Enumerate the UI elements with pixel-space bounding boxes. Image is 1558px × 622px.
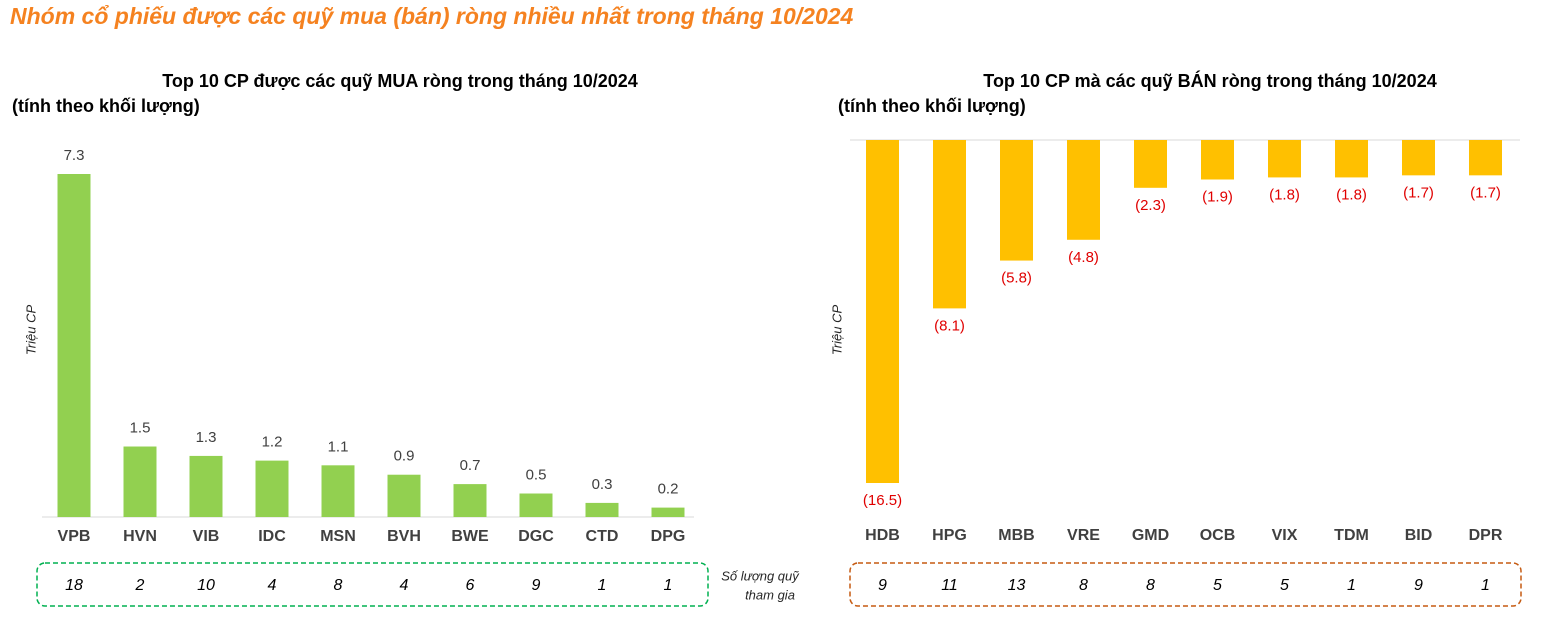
counts-label: Số lượng quỹ [721, 568, 800, 583]
value-label: 0.7 [460, 457, 481, 474]
bar [57, 174, 91, 517]
x-tick-label: TDM [1334, 527, 1369, 544]
value-label: 7.3 [64, 147, 85, 164]
bar [1067, 140, 1100, 240]
x-tick-label: BWE [451, 528, 489, 545]
fund-count: 4 [268, 577, 277, 594]
bar [933, 140, 966, 309]
bar [1469, 140, 1502, 176]
fund-count: 9 [532, 577, 541, 594]
bar [123, 446, 157, 517]
page-title: Nhóm cổ phiếu được các quỹ mua (bán) ròn… [10, 3, 854, 29]
value-label: (4.8) [1068, 249, 1099, 266]
counts-box [849, 562, 1522, 607]
bar [1268, 140, 1301, 178]
bar [1335, 140, 1368, 178]
chart-title: Top 10 CP được các quỹ MUA ròng trong th… [162, 71, 638, 91]
fund-count: 9 [878, 577, 887, 594]
x-tick-label: GMD [1132, 527, 1169, 544]
fund-count: 2 [135, 577, 145, 594]
bar [1134, 140, 1167, 188]
fund-count: 9 [1414, 577, 1423, 594]
x-tick-label: BID [1405, 527, 1433, 544]
value-label: (1.8) [1336, 186, 1367, 203]
counts-box [36, 562, 709, 607]
bar [453, 484, 487, 517]
bar [387, 474, 421, 517]
fund-count: 1 [598, 577, 607, 594]
fund-count: 13 [1008, 577, 1026, 594]
bar [519, 493, 553, 517]
bar [866, 140, 899, 483]
value-label: 0.9 [394, 448, 415, 465]
value-label: 1.1 [328, 438, 349, 455]
chart-subtitle: (tính theo khối lượng) [838, 96, 1026, 116]
x-tick-label: MSN [320, 528, 356, 545]
fund-count: 5 [1213, 577, 1222, 594]
x-tick-label: VIB [193, 528, 220, 545]
x-tick-label: OCB [1200, 527, 1236, 544]
fund-count: 1 [1481, 577, 1490, 594]
value-label: 0.3 [592, 476, 613, 493]
x-tick-label: IDC [258, 528, 286, 545]
bar [1201, 140, 1234, 180]
fund-count: 11 [941, 577, 958, 594]
value-label: (1.7) [1403, 184, 1434, 201]
bar [255, 460, 289, 517]
x-tick-label: VIX [1272, 527, 1298, 544]
value-label: (8.1) [934, 317, 965, 334]
x-tick-label: CTD [586, 528, 619, 545]
value-label: (1.7) [1470, 184, 1501, 201]
fund-count: 5 [1280, 577, 1289, 594]
fund-count: 10 [197, 577, 215, 594]
x-tick-label: BVH [387, 528, 421, 545]
value-label: (2.3) [1135, 197, 1166, 214]
x-tick-label: HPG [932, 527, 967, 544]
value-label: (5.8) [1001, 270, 1032, 287]
y-axis-title: Triệu CP [23, 305, 38, 356]
x-tick-label: DPR [1469, 527, 1503, 544]
x-tick-label: VRE [1067, 527, 1100, 544]
fund-count: 4 [400, 577, 409, 594]
x-tick-label: MBB [998, 527, 1034, 544]
fund-count: 1 [1347, 577, 1356, 594]
chart-title: Top 10 CP mà các quỹ BÁN ròng trong thán… [983, 70, 1436, 91]
fund-count: 8 [1079, 577, 1088, 594]
value-label: 1.2 [262, 434, 283, 451]
fund-count: 6 [466, 577, 475, 594]
value-label: 0.2 [658, 481, 679, 498]
bar [321, 465, 355, 517]
value-label: 0.5 [526, 466, 547, 483]
bar [1000, 140, 1033, 261]
bar [651, 507, 685, 517]
bar [585, 502, 619, 517]
fund-count: 18 [65, 577, 83, 594]
x-tick-label: DPG [651, 528, 686, 545]
fund-count: 8 [334, 577, 343, 594]
x-tick-label: DGC [518, 528, 554, 545]
value-label: (1.8) [1269, 186, 1300, 203]
bar [1402, 140, 1435, 176]
fund-count: 8 [1146, 577, 1155, 594]
x-tick-label: HDB [865, 527, 900, 544]
value-label: 1.3 [196, 429, 217, 446]
y-axis-title: Triệu CP [829, 305, 844, 356]
x-tick-label: HVN [123, 528, 157, 545]
bar [189, 455, 223, 517]
counts-label: tham gia [745, 587, 795, 602]
fund-count: 1 [664, 577, 673, 594]
chart-subtitle: (tính theo khối lượng) [12, 96, 200, 116]
value-label: (1.9) [1202, 188, 1233, 205]
value-label: (16.5) [863, 492, 902, 509]
x-tick-label: VPB [58, 528, 91, 545]
value-label: 1.5 [130, 419, 151, 436]
